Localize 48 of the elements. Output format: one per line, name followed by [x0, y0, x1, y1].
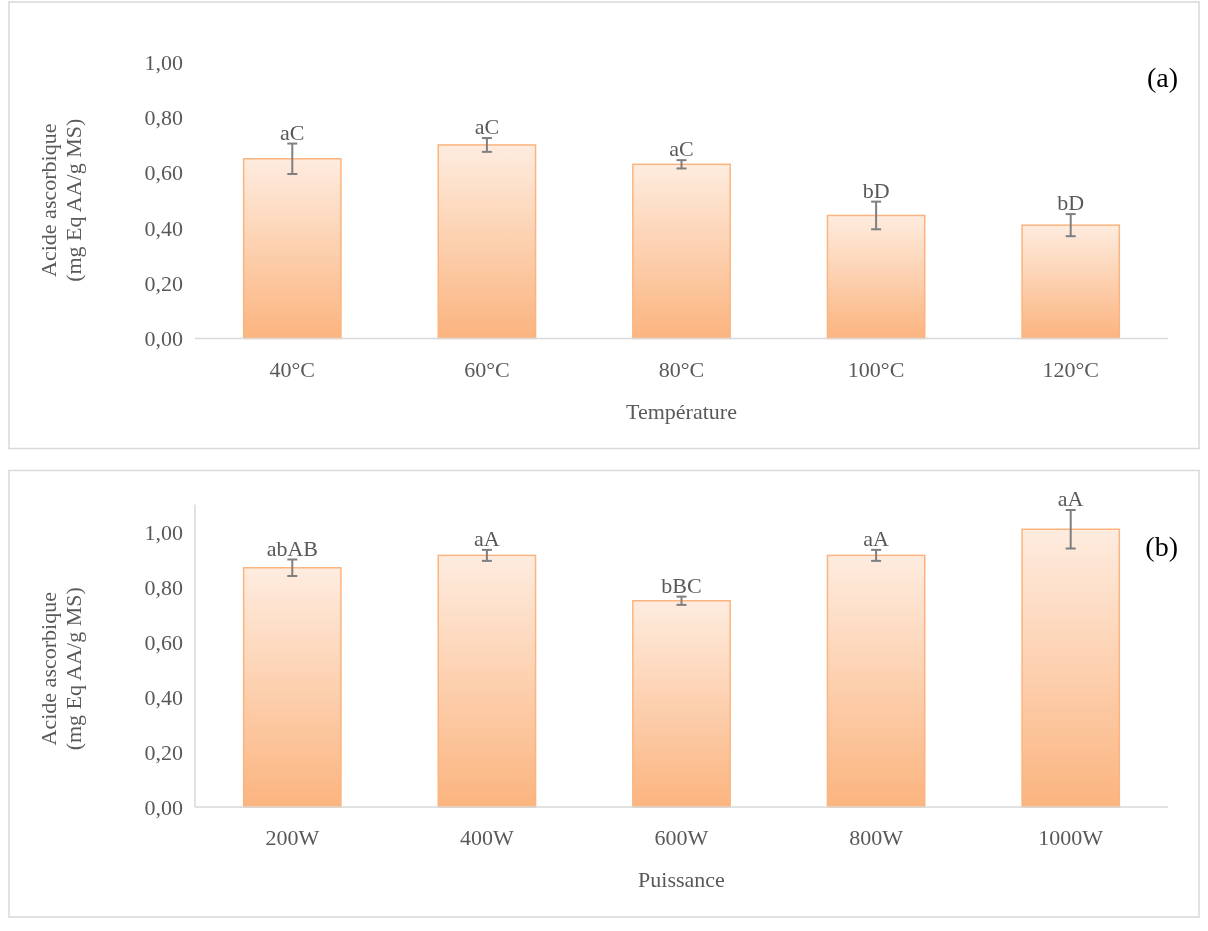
bar	[242, 158, 342, 340]
y-tick-label: 0,80	[144, 574, 183, 600]
x-tick-label: 120°C	[1042, 356, 1099, 382]
y-tick-label: 0,00	[144, 794, 183, 820]
x-axis-title: Puissance	[638, 867, 725, 892]
annotation: bD	[1057, 190, 1085, 216]
y-tick-label: 0,60	[144, 160, 183, 186]
y-tick-label: 0,40	[144, 215, 183, 241]
annotation: bD	[862, 177, 890, 203]
annotation: aA	[474, 525, 500, 551]
y-axis-title: Acide ascorbique (mg Eq AA/g MS)	[35, 118, 86, 282]
y-axis-title: Acide ascorbique (mg Eq AA/g MS)	[35, 587, 86, 751]
y-tick-label: 0,20	[144, 270, 183, 296]
annotation: aC	[669, 136, 694, 162]
x-axis-title: Température	[626, 398, 737, 424]
bar	[242, 567, 342, 808]
bar	[1021, 224, 1121, 340]
y-tick-label: 0,20	[144, 739, 183, 765]
bar	[632, 163, 731, 340]
x-tick-label: 100°C	[847, 356, 905, 382]
annotation: aA	[863, 525, 890, 551]
y-tick-label: 0,80	[144, 105, 183, 130]
y-tick-label: 0,00	[144, 326, 183, 352]
annotation: aC	[474, 114, 500, 140]
annotation: aC	[280, 119, 305, 145]
bar	[826, 214, 926, 340]
bar	[826, 554, 926, 808]
annotation: abAB	[266, 535, 318, 561]
y-tick-label: 1,00	[144, 519, 183, 545]
x-tick-label: 60°C	[464, 356, 510, 382]
x-tick-label: 400W	[460, 825, 515, 850]
bar	[1021, 528, 1121, 808]
x-tick-label: 40°C	[269, 356, 316, 382]
y-tick-label: 0,60	[144, 629, 183, 655]
bar	[632, 600, 731, 808]
x-tick-label: 600W	[654, 825, 709, 850]
annotation: bBC	[661, 572, 702, 598]
x-tick-label: 1000W	[1038, 825, 1104, 850]
annotation: aA	[1057, 486, 1084, 511]
x-tick-label: 800W	[849, 825, 904, 850]
bar	[437, 554, 537, 808]
annotation: (b)	[1145, 530, 1178, 562]
y-tick-label: 0,40	[144, 684, 183, 710]
y-tick-label: 1,00	[144, 49, 183, 75]
x-tick-label: 80°C	[658, 356, 705, 382]
annotation: (a)	[1146, 62, 1178, 93]
x-tick-label: 200W	[265, 825, 320, 850]
bar	[437, 144, 537, 340]
